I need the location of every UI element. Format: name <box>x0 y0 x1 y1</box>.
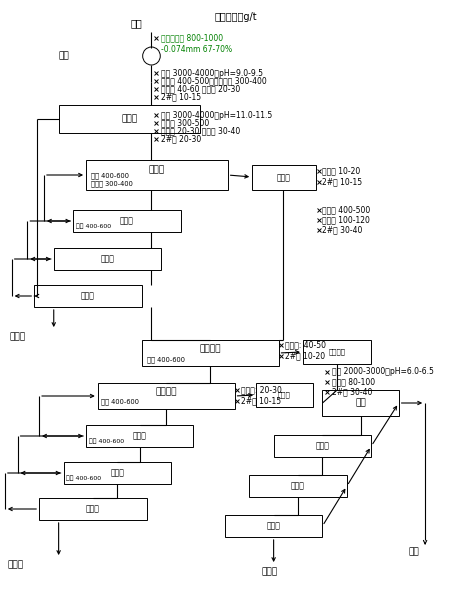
Text: 石灰 400-600: 石灰 400-600 <box>76 223 111 229</box>
Text: 铅粗一: 铅粗一 <box>121 115 137 124</box>
Bar <box>273 435 371 457</box>
Text: 石灰 400-600: 石灰 400-600 <box>147 356 185 362</box>
Text: 2#油 30-40: 2#油 30-40 <box>322 226 363 235</box>
Text: 石灰 3000-4000，pH=9.0-9.5: 石灰 3000-4000，pH=9.0-9.5 <box>161 68 263 77</box>
Bar <box>59 105 200 133</box>
Text: 硫酸 2000-3000，pH=6.0-6.5: 硫酸 2000-3000，pH=6.0-6.5 <box>332 367 434 377</box>
Bar <box>86 160 228 190</box>
Text: 硫扫二: 硫扫二 <box>291 481 305 491</box>
Text: 2#油 10-15: 2#油 10-15 <box>241 397 282 406</box>
Circle shape <box>143 47 160 65</box>
Text: 石灰 400-600: 石灰 400-600 <box>101 398 139 404</box>
Text: 六偏磷酸钠 800-1000: 六偏磷酸钠 800-1000 <box>161 34 224 43</box>
Text: 石灰 3000-4000，pH=11.0-11.5: 石灰 3000-4000，pH=11.0-11.5 <box>161 110 273 119</box>
Text: 石灰 400-600: 石灰 400-600 <box>91 172 129 179</box>
Bar <box>249 475 347 497</box>
Text: 丁黄药 80-100: 丁黄药 80-100 <box>332 377 376 386</box>
Text: 石灰 400-600: 石灰 400-600 <box>66 475 102 481</box>
Bar <box>322 390 399 416</box>
Text: 选硫: 选硫 <box>355 398 366 407</box>
Text: 2#油 30-40: 2#油 30-40 <box>332 388 373 397</box>
Text: 硫酸铜 400-500: 硫酸铜 400-500 <box>322 205 371 214</box>
Text: 丁黄药: 20-30: 丁黄药: 20-30 <box>241 385 282 395</box>
Bar <box>39 498 147 520</box>
Bar <box>86 425 193 447</box>
Text: 丁黄药 20-30 乙硫氮 30-40: 丁黄药 20-30 乙硫氮 30-40 <box>161 127 240 136</box>
Text: 锌硫分离: 锌硫分离 <box>155 388 177 397</box>
Text: -0.074mm 67-70%: -0.074mm 67-70% <box>161 46 232 55</box>
Text: 2#油 10-20: 2#油 10-20 <box>285 352 326 361</box>
Text: 铅精矿: 铅精矿 <box>10 332 26 341</box>
Text: 铅扫三: 铅扫三 <box>81 292 95 301</box>
Text: 2#油 20-30: 2#油 20-30 <box>161 134 202 143</box>
Bar <box>34 285 142 307</box>
Text: 铅行选: 铅行选 <box>277 173 291 182</box>
Text: 铅粗二: 铅粗二 <box>149 166 165 175</box>
Bar <box>225 515 322 537</box>
Text: 石灰 400-600: 石灰 400-600 <box>89 438 124 443</box>
Bar <box>64 462 171 484</box>
Text: 铅扫二: 铅扫二 <box>101 254 114 263</box>
Text: 硫精矿: 硫精矿 <box>262 567 278 576</box>
Text: 硫酸锌 300-500: 硫酸锌 300-500 <box>161 118 209 127</box>
Text: 尾矿: 尾矿 <box>409 547 419 556</box>
Bar <box>303 340 371 364</box>
Text: 铅扫一: 铅扫一 <box>120 217 134 226</box>
Text: 锌扫二: 锌扫二 <box>110 469 124 478</box>
Text: 锌硫混选: 锌硫混选 <box>199 344 221 353</box>
Text: 丁黄药 10-20: 丁黄药 10-20 <box>322 166 361 175</box>
Text: 锌精矿: 锌精矿 <box>8 560 24 569</box>
Text: 丁黄药: 40-50: 丁黄药: 40-50 <box>285 340 327 349</box>
Bar <box>142 340 278 366</box>
Text: 2#油 10-15: 2#油 10-15 <box>161 92 202 101</box>
Text: 锌扫一: 锌扫一 <box>133 431 147 440</box>
Text: 原矿: 原矿 <box>131 18 143 28</box>
Text: 锌硫行选: 锌硫行选 <box>329 349 346 355</box>
Text: 硫酸锌 400-500，亚硫酸钠 300-400: 硫酸锌 400-500，亚硫酸钠 300-400 <box>161 76 267 85</box>
Text: 2#油 10-15: 2#油 10-15 <box>322 178 363 187</box>
Text: 锌行选: 锌行选 <box>278 392 291 398</box>
Text: 丁黄药 40-60 乙硫氮 20-30: 丁黄药 40-60 乙硫氮 20-30 <box>161 85 240 94</box>
Bar <box>98 383 234 409</box>
Text: 硫扫三: 硫扫三 <box>267 521 281 530</box>
Bar <box>252 165 316 190</box>
Text: 药剂用量：g/t: 药剂用量：g/t <box>215 12 257 22</box>
Text: 磨矿: 磨矿 <box>59 52 69 61</box>
Text: 硫扫一: 硫扫一 <box>316 442 329 451</box>
Bar <box>73 210 181 232</box>
Bar <box>54 248 161 270</box>
Bar <box>256 383 313 407</box>
Text: 锌扫三: 锌扫三 <box>86 505 100 514</box>
Text: 丁黄药 100-120: 丁黄药 100-120 <box>322 215 371 224</box>
Text: 硫酸锌 300-400: 硫酸锌 300-400 <box>91 180 133 187</box>
